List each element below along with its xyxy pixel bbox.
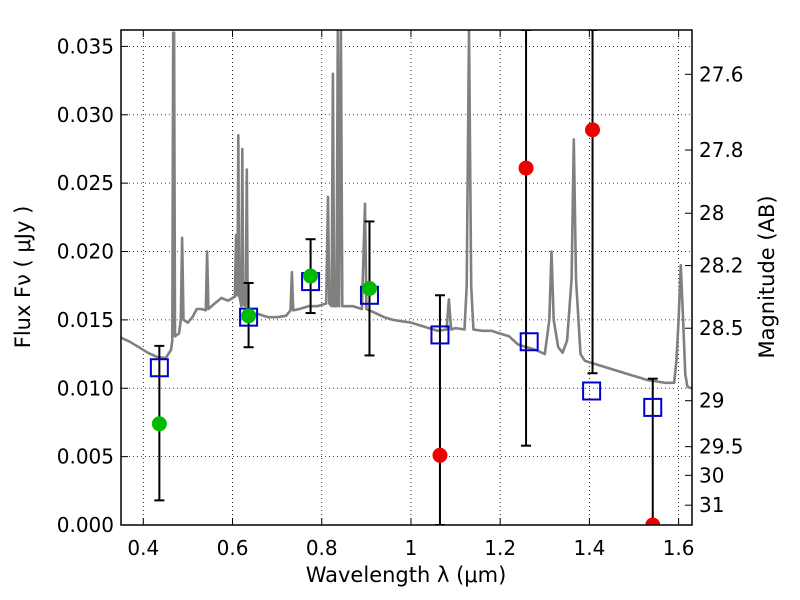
y-tick-label: 0.000 [57,513,114,537]
y-right-tick-label: 27.8 [699,138,744,162]
model-point [519,332,539,352]
detection-point [151,416,167,432]
x-tick-label: 1.6 [663,536,695,560]
spectrum-line [121,30,692,390]
model-point [582,381,602,401]
upper-limit-point [432,447,448,463]
y-axis-label: Flux Fν ( μJy ) [11,206,35,349]
data-layer [121,30,692,525]
model-point [430,325,450,345]
x-tick-label: 0.8 [306,536,338,560]
x-tick-label: 0.6 [217,536,249,560]
y-right-tick-label: 29.5 [699,435,744,459]
detection-point [303,268,319,284]
x-tick-label: 1.4 [573,536,605,560]
upper-limit-point [645,517,661,525]
y-tick-label: 0.010 [57,376,114,400]
axis-ticks: 0.4 0.6 0.8 1 1.2 1.4 1.6 0.000 0.005 0.010 0.015 0… [57,30,744,560]
y-tick-label: 0.015 [57,308,114,332]
x-tick-label: 1 [405,536,418,560]
grid [121,30,692,526]
model-point [643,397,663,417]
y-right-tick-label: 27.6 [699,62,744,86]
y-tick-label: 0.035 [57,34,114,58]
plot-area [121,30,692,525]
y-right-tick-label: 29 [699,389,724,413]
y-right-tick-label: 28 [699,201,724,225]
upper-limit-point [585,122,601,138]
y-tick-label: 0.020 [57,240,114,264]
y-axis-right-label: Magnitude (AB) [755,195,779,358]
x-tick-label: 1.2 [484,536,516,560]
upper-limit-point [518,160,534,176]
model-point [149,358,169,378]
y-right-tick-label: 30 [699,463,724,487]
detection-point [361,280,377,296]
y-right-tick-label: 31 [699,493,724,517]
plot-frame [120,29,693,526]
y-right-tick-label: 28.5 [699,316,744,340]
detection-point [241,308,257,324]
y-tick-label: 0.025 [57,171,114,195]
x-axis-label: Wavelength λ (μm) [306,563,507,587]
y-tick-label: 0.030 [57,103,114,127]
y-right-tick-label: 28.2 [699,254,744,278]
y-tick-label: 0.005 [57,445,114,469]
x-tick-label: 0.4 [127,536,159,560]
